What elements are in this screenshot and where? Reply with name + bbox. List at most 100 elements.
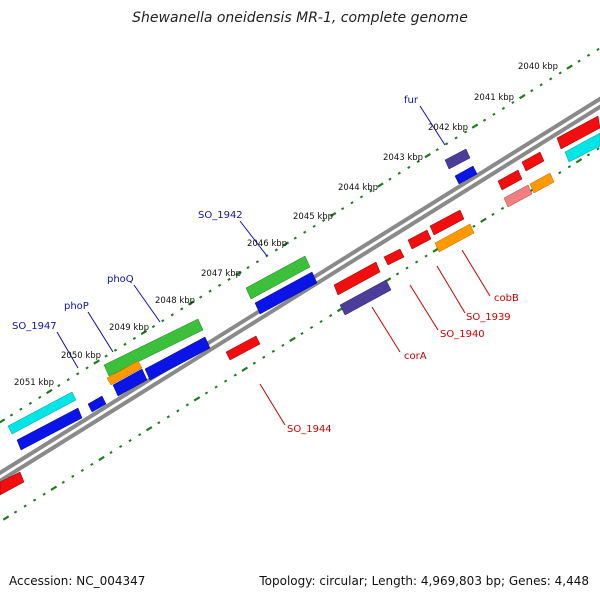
inner-ruler-tick (558, 171, 562, 175)
outer-ruler-tick (377, 182, 384, 188)
inner-ruler-tick (50, 485, 58, 491)
outer-ruler-tick (140, 329, 148, 336)
outer-ruler-tick (28, 401, 33, 405)
outer-ruler-tick (9, 413, 14, 417)
inner-ruler-tick (138, 433, 142, 437)
callout-cobB (461, 249, 491, 297)
inner-ruler-tick (271, 349, 276, 353)
inner-ruler-tick (80, 468, 85, 472)
callout-SO1947 (56, 331, 79, 369)
outer-ruler-tick (123, 342, 127, 346)
gene-label-cobB[interactable]: cobB (494, 293, 519, 304)
ruler-label-2046: 2046 kbp (247, 239, 287, 249)
outer-ruler-tick (577, 59, 581, 63)
ruler-label-2040: 2040 kbp (518, 62, 558, 72)
outer-ruler-tick (217, 283, 222, 287)
gene-feature-red-4 (383, 248, 405, 266)
inner-ruler-tick (166, 415, 170, 419)
outer-ruler-tick (596, 47, 600, 51)
inner-ruler-tick (567, 165, 571, 169)
gene-feature-red-5 (407, 229, 432, 250)
inner-ruler-tick (204, 391, 209, 395)
outer-ruler-tick (329, 211, 337, 218)
ruler-label-2048: 2048 kbp (155, 296, 195, 306)
outer-ruler-tick (38, 395, 42, 399)
gene-feature-cyan-right (564, 132, 600, 163)
inner-ruler-tick (214, 385, 218, 389)
inner-ruler-tick (176, 409, 180, 413)
inner-ruler-tick (71, 474, 75, 478)
gene-labels: fur SO_1942 phoQ phoP SO_1947 cobB SO_19… (12, 95, 519, 435)
outer-ruler-tick (549, 77, 553, 81)
gene-feature-red-1 (0, 471, 25, 496)
gene-label-SO1942[interactable]: SO_1942 (198, 210, 243, 221)
inner-ruler-tick (252, 361, 256, 365)
outer-ruler-tick (113, 348, 118, 352)
outer-ruler-tick (388, 177, 392, 181)
inner-ruler-tick (109, 450, 113, 455)
inner-ruler-tick (472, 224, 476, 228)
inner-ruler-tick (575, 158, 583, 164)
gene-feature-blue-4 (144, 336, 211, 381)
ruler-label-2041: 2041 kbp (474, 93, 514, 103)
outer-ruler-tick (303, 230, 307, 234)
inner-ruler-tick (128, 439, 132, 443)
ruler-label-2049: 2049 kbp (109, 323, 149, 333)
gene-feature-red-7 (497, 169, 523, 191)
inner-ruler-tick (328, 314, 333, 318)
gene-feature-blue-3 (112, 368, 148, 397)
outer-ruler-tick (424, 152, 431, 159)
outer-ruler-tick (274, 248, 278, 252)
outer-ruler-tick (151, 325, 156, 329)
outer-ruler-tick (46, 388, 53, 395)
outer-ruler-tick (501, 106, 506, 110)
outer-ruler-tick (104, 354, 108, 358)
map-title: Shewanella oneidensis MR-1, complete gen… (132, 10, 468, 26)
gene-label-SO1944[interactable]: SO_1944 (287, 424, 332, 435)
outer-ruler-tick (492, 112, 496, 116)
gene-label-SO1947[interactable]: SO_1947 (12, 321, 57, 332)
outer-ruler-tick (416, 159, 420, 164)
outer-ruler-tick (282, 241, 290, 247)
inner-ruler-tick (118, 445, 123, 449)
inner-ruler-tick (145, 426, 153, 432)
outer-ruler-tick (539, 83, 543, 87)
outer-ruler-tick (0, 418, 6, 424)
genome-stats-text: Topology: circular; Length: 4,969,803 bp… (259, 574, 589, 588)
outer-ruler-tick (397, 171, 401, 175)
callout-phoP (87, 311, 114, 353)
inner-ruler-tick (233, 373, 237, 377)
inner-ruler-tick (241, 366, 248, 372)
outer-ruler-tick (444, 142, 449, 146)
inner-ruler-tick (23, 504, 27, 508)
inner-ruler-tick (33, 498, 37, 502)
gene-feature-blue-1 (16, 407, 83, 451)
gene-label-phoQ[interactable]: phoQ (107, 274, 134, 285)
inner-ruler-tick (223, 379, 228, 383)
outer-ruler-tick (407, 165, 411, 169)
gene-feature-blue-6 (454, 165, 478, 185)
gene-label-fur[interactable]: fur (404, 95, 419, 106)
outer-ruler-tick (369, 189, 373, 193)
inner-ruler-tick (61, 480, 65, 484)
gene-feature-red-6 (429, 209, 465, 236)
inner-ruler-tick (193, 396, 201, 402)
inner-ruler-tick (289, 336, 296, 343)
outer-ruler-tick (359, 195, 364, 199)
gene-label-phoP[interactable]: phoP (64, 301, 89, 312)
gene-feature-orange-phoP (106, 360, 143, 386)
callout-corA (371, 306, 401, 353)
gene-label-corA[interactable]: corA (404, 351, 427, 362)
ruler-label-2051: 2051 kbp (14, 378, 54, 388)
gene-label-SO1940[interactable]: SO_1940 (440, 329, 485, 340)
inner-ruler-tick (262, 355, 266, 359)
ruler-lines (0, 47, 600, 521)
inner-ruler-tick (300, 331, 304, 335)
ruler-label-2050: 2050 kbp (61, 351, 101, 361)
outer-ruler-tick (76, 372, 80, 376)
callout-phoQ (133, 284, 161, 323)
gene-feature-cyan (7, 391, 77, 435)
gene-label-SO1939[interactable]: SO_1939 (466, 312, 511, 323)
outer-ruler-tick (463, 130, 468, 134)
callout-SO1944 (259, 383, 286, 426)
